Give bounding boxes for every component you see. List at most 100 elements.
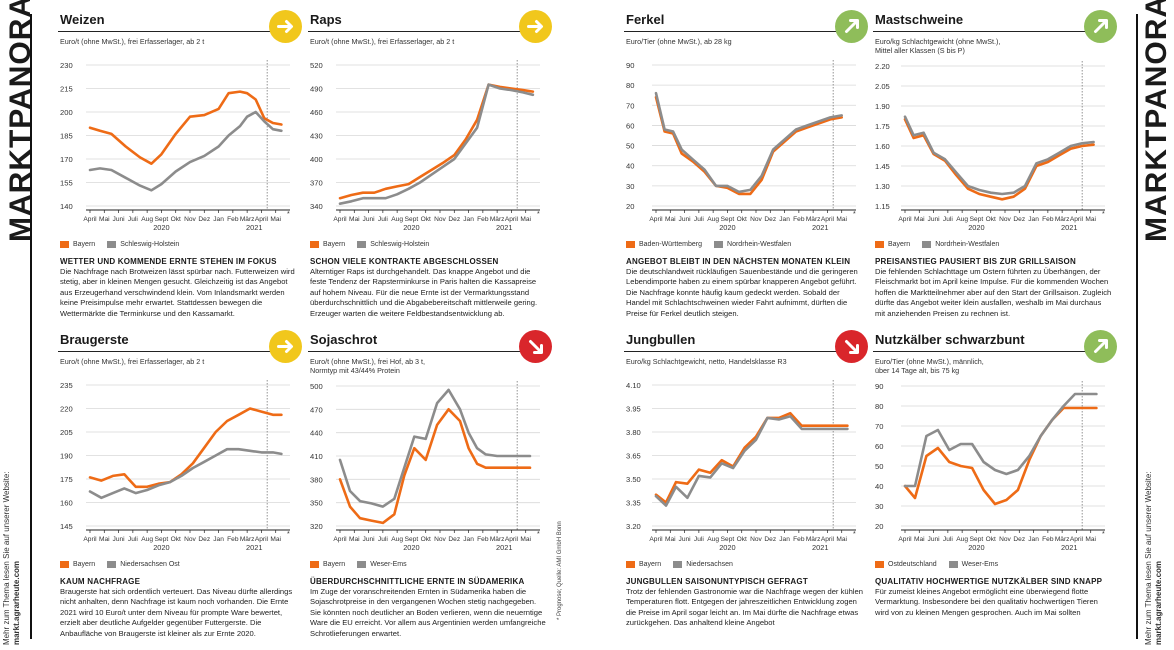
legend-label: Bayern [73, 561, 96, 568]
y-tick-label: 60 [875, 442, 883, 451]
y-tick-label: 60 [626, 121, 634, 130]
unit-label: Euro/Tier (ohne MwSt.), ab 28 kg [626, 37, 732, 46]
series-line-bayern [338, 83, 535, 205]
x-tick-label: Feb [477, 536, 489, 543]
y-tick-label: 520 [310, 61, 323, 70]
y-tick-label: 1.90 [875, 102, 890, 111]
series-line-bayern [88, 110, 283, 192]
unit-label: Euro/t (ohne MwSt.), frei Erfasserlager,… [60, 37, 205, 46]
x-tick-label: Juli [378, 536, 388, 543]
side-title: MARKTPANORAMA [4, 0, 37, 242]
series-line-weser-ems [903, 406, 1098, 506]
x-tick-label: Juli [378, 216, 388, 223]
series-line-schleswig-holstein [88, 90, 283, 165]
text-body: Alterntiger Raps ist durchgehandelt. Das… [310, 267, 538, 318]
x-tick-label: Nov [184, 536, 196, 543]
text-headline: PREISANSTIEG PAUSIERT BIS ZUR GRILLSAISO… [875, 257, 1076, 266]
x-tick-label: Mai [836, 536, 847, 543]
series-line-nordrhein-westfalen [903, 118, 1095, 201]
x-tick-label: Jan [779, 536, 790, 543]
y-tick-label: 220 [60, 405, 73, 414]
text-body: Die deutschlandweit rückläufigen Sauenbe… [626, 267, 858, 318]
x-tick-label: Nov [999, 536, 1011, 543]
y-tick-label: 380 [310, 475, 323, 484]
x-tick-label: Okt [171, 216, 181, 223]
series-line-schleswig-holstein [338, 83, 535, 200]
side-rule [1136, 14, 1138, 639]
x-tick-label: Nov [434, 536, 446, 543]
text-headline: SCHON VIELE KONTRAKTE ABGESCHLOSSEN [310, 257, 499, 266]
x-tick-label: Mai [99, 216, 110, 223]
x-tick-label: April [1070, 216, 1084, 223]
x-tick-label: Nov [434, 216, 446, 223]
x-tick-label: April [505, 216, 519, 223]
title-rule [624, 31, 846, 32]
forecast-mark: * [1102, 211, 1105, 218]
x-tick-label: April [898, 536, 912, 543]
y-tick-label: 50 [626, 142, 634, 151]
arrow-stroke [845, 19, 859, 33]
legend-label: Bayern [639, 561, 662, 568]
title-rule [308, 31, 530, 32]
arrow-stroke [527, 20, 543, 33]
trend-badge [519, 10, 552, 43]
text-body: Die fehlenden Schlachttage um Ostern füh… [875, 267, 1112, 318]
x-tick-label: Feb [477, 216, 489, 223]
y-tick-label: 340 [310, 202, 323, 211]
y-tick-label: 410 [310, 452, 323, 461]
trend-badge [519, 330, 552, 363]
arrow-down-right-icon [845, 340, 859, 354]
x-tick-label: Aug [141, 216, 153, 223]
year-label: 2021 [1061, 223, 1077, 232]
legend-label: Bayern [73, 241, 96, 248]
trend-badge [1084, 10, 1117, 43]
text-headline: WETTER UND KOMMENDE ERNTE STEHEN IM FOKU… [60, 257, 277, 266]
x-tick-label: April [255, 216, 269, 223]
y-tick-label: 50 [875, 462, 883, 471]
y-tick-label: 2.20 [875, 62, 890, 71]
x-tick-label: Dez [448, 536, 460, 543]
series-line-bayern [338, 388, 532, 508]
legend-label: Nordrhein-Westfalen [727, 241, 792, 248]
year-label: 2020 [968, 223, 984, 232]
x-tick-label: März [806, 536, 821, 543]
trend-badge [269, 330, 302, 363]
arrow-up-right-icon [1094, 339, 1108, 353]
y-tick-label: 140 [60, 202, 73, 211]
x-tick-label: April [83, 216, 97, 223]
y-tick-label: 500 [310, 382, 323, 391]
x-tick-label: Sept [721, 536, 735, 543]
x-tick-label: Feb [1042, 216, 1054, 223]
legend-label: Bayern [323, 561, 346, 568]
text-headline: KAUM NACHFRAGE [60, 577, 141, 586]
source-footnote: * Prognose; Quelle: AMI GmbH Bonn [557, 521, 563, 620]
year-label: 2021 [812, 543, 828, 552]
trend-badge [269, 10, 302, 43]
x-tick-label: Jan [779, 216, 790, 223]
x-tick-label: Dez [1013, 536, 1025, 543]
x-tick-label: Okt [171, 536, 181, 543]
x-tick-label: Mai [520, 216, 531, 223]
y-tick-label: 1.60 [875, 142, 890, 151]
legend-label: Weser-Ems [370, 561, 407, 568]
y-tick-label: 205 [60, 428, 73, 437]
x-tick-label: Aug [956, 536, 968, 543]
x-tick-label: Sept [970, 536, 984, 543]
legend-swatch [357, 561, 367, 568]
legend-label: Schleswig-Holstein [370, 241, 430, 248]
title-rule [873, 31, 1095, 32]
x-tick-label: April [821, 216, 835, 223]
y-tick-label: 3.35 [626, 499, 641, 508]
chart-panel-weizen: Weizen Euro/t (ohne MwSt.), frei Erfasser… [58, 10, 302, 328]
x-tick-label: März [1055, 536, 1070, 543]
x-tick-label: Sept [970, 216, 984, 223]
y-tick-label: 70 [875, 422, 883, 431]
legend: Ostdeutschland Weser-Ems [875, 561, 998, 568]
series-line-ostdeutschland [903, 392, 1098, 488]
y-tick-label: 215 [60, 85, 73, 94]
y-tick-label: 370 [310, 179, 323, 188]
x-tick-label: Juli [943, 536, 953, 543]
x-tick-label: Mai [914, 536, 925, 543]
legend-label: Bayern [323, 241, 346, 248]
